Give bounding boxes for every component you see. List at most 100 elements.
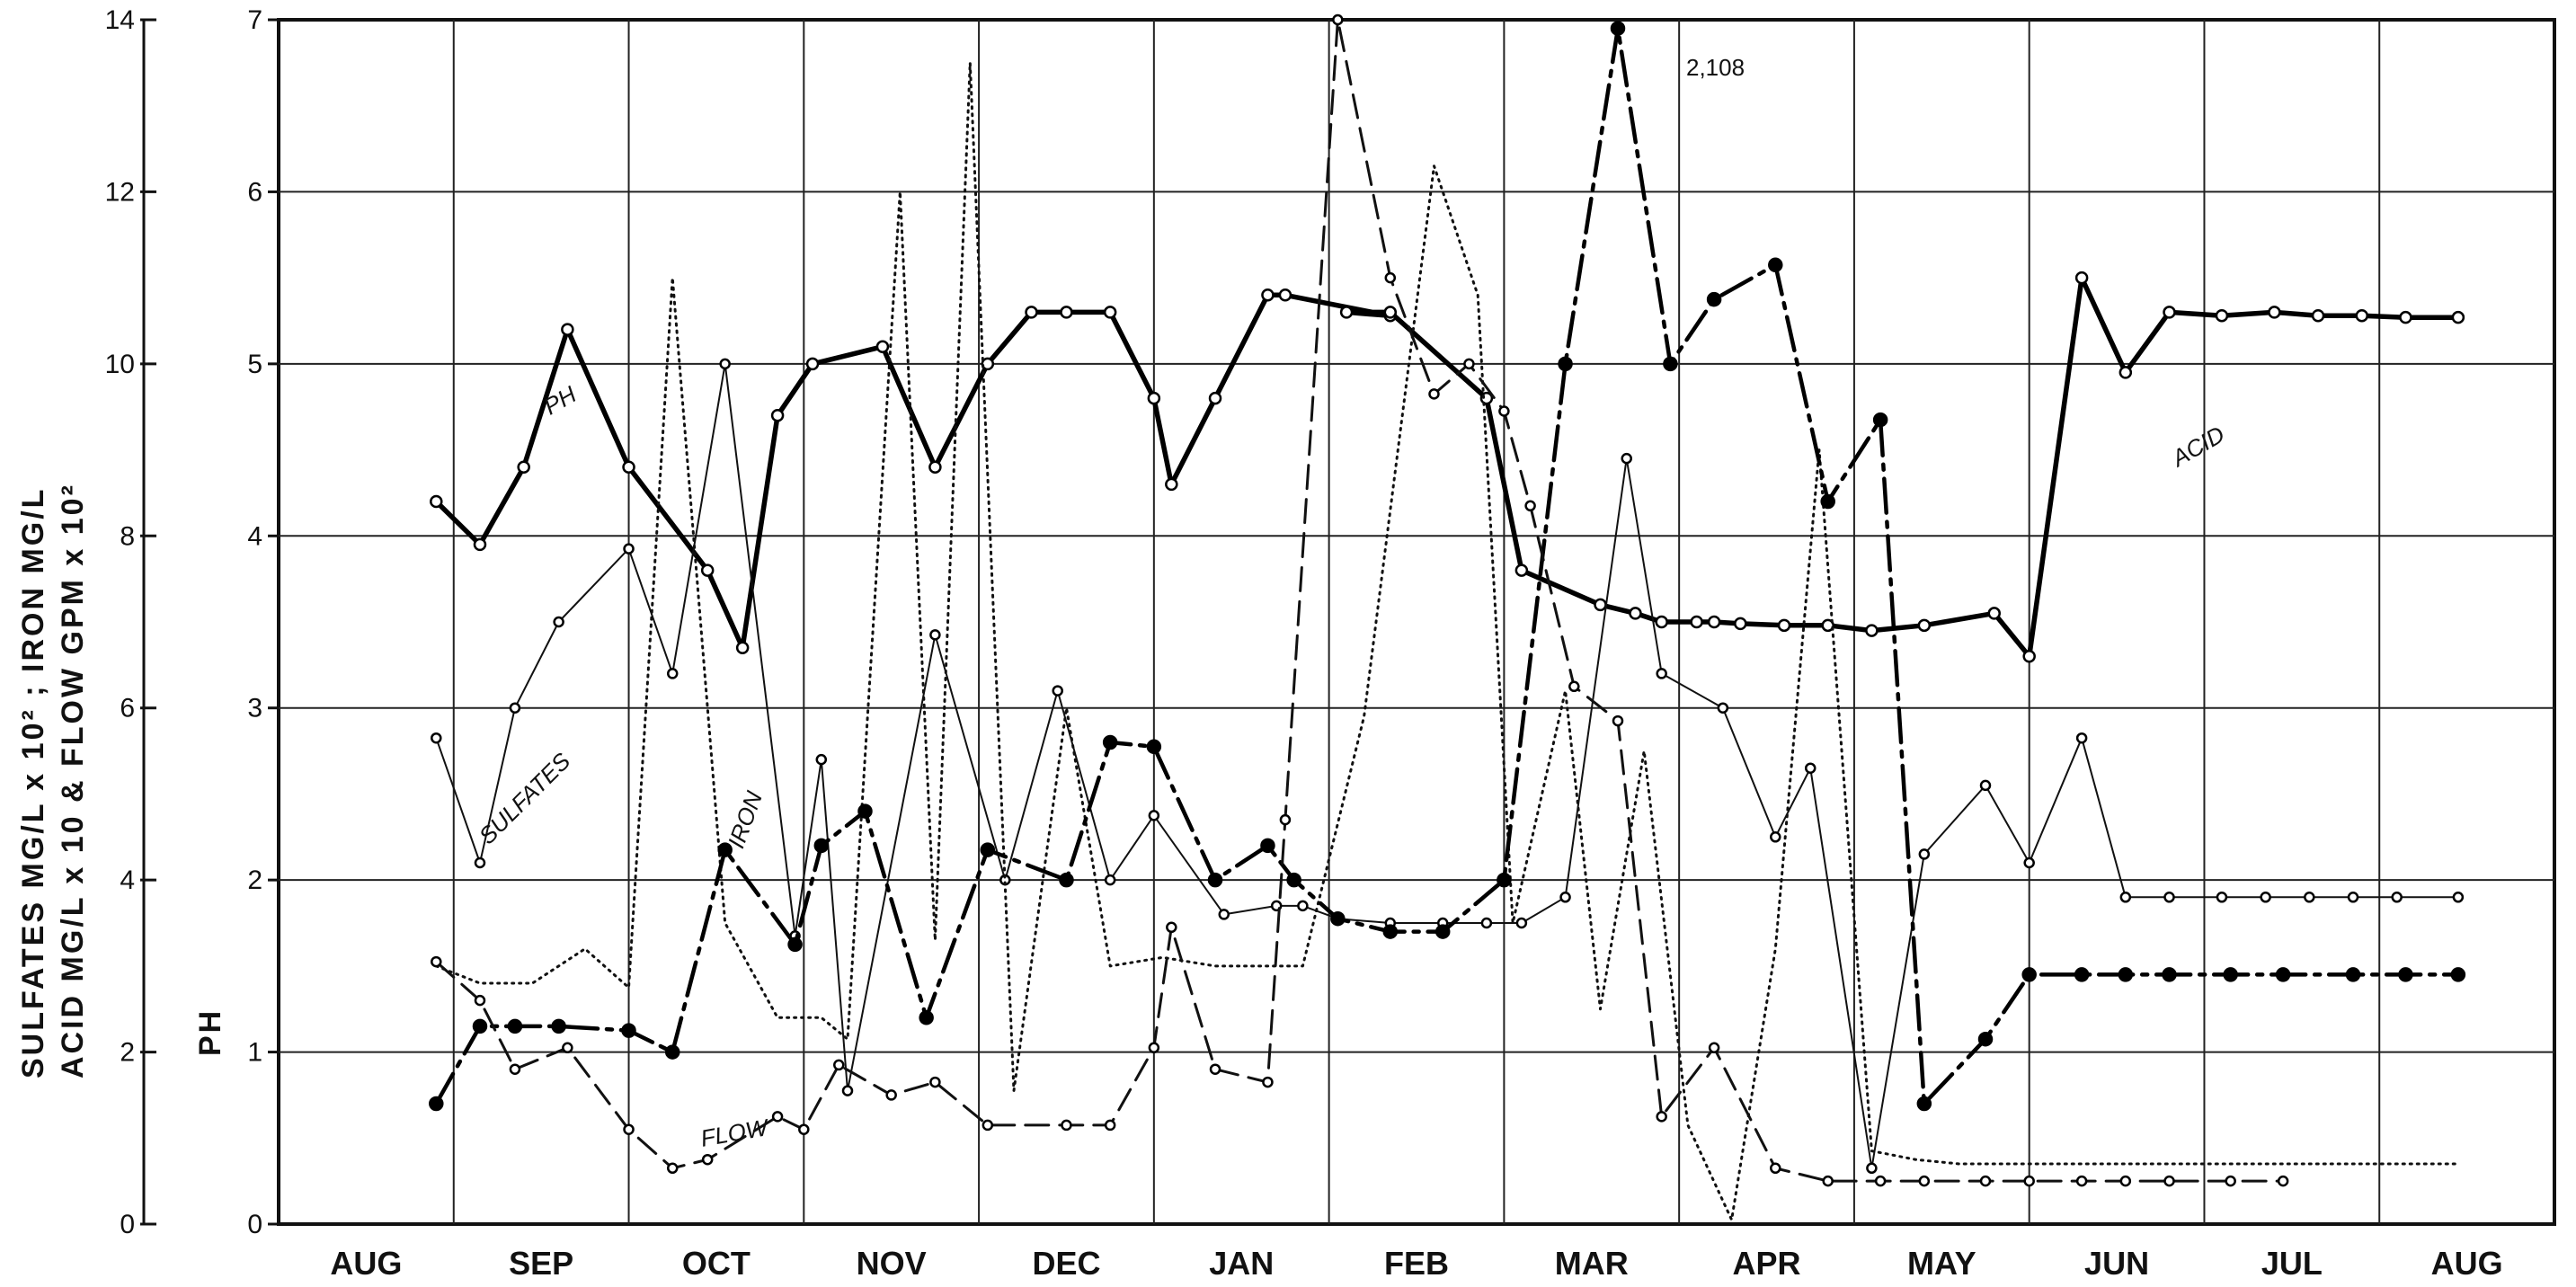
data-point-acid — [2162, 967, 2177, 982]
data-point-flow — [562, 1042, 573, 1054]
data-point-acid — [787, 936, 803, 953]
data-point-sulfates — [2260, 892, 2271, 903]
data-point-sulfates — [1918, 848, 1931, 860]
data-point-ph — [1594, 598, 1607, 612]
right-axis-tick-label: 7 — [247, 5, 262, 35]
data-point-ph — [2311, 309, 2325, 323]
data-point-acid — [2074, 967, 2090, 982]
right-axis: 0 1 2 3 4 5 6 7 — [247, 5, 279, 1239]
data-point-acid — [1820, 493, 1835, 510]
series-line-acid — [434, 26, 2461, 1106]
data-point-acid — [664, 1044, 680, 1060]
data-point-acid — [1435, 924, 1451, 939]
data-point-sulfates — [2304, 892, 2315, 903]
data-point-sulfates — [1621, 452, 1632, 465]
left-axis-tick-label: 12 — [105, 177, 135, 207]
left-axis-tick-label: 8 — [120, 521, 135, 551]
data-point-sulfates — [2391, 892, 2403, 903]
x-axis-month-label: AUG — [2431, 1245, 2503, 1282]
series-label-sulfates: SULFATES — [474, 747, 576, 849]
data-point-sulfates — [1148, 810, 1160, 821]
data-point-ph — [1690, 615, 1703, 629]
data-point-sulfates — [1866, 1162, 1878, 1175]
data-point-acid — [1330, 910, 1346, 927]
data-point-flow — [885, 1089, 897, 1101]
data-point-sulfates — [2075, 732, 2088, 744]
data-point-ph — [735, 641, 750, 654]
data-point-acid — [429, 1096, 444, 1112]
right-axis-title: PH — [193, 1008, 227, 1056]
data-point-acid — [1663, 356, 1678, 372]
data-point-flow — [1262, 1076, 1274, 1088]
data-point-ph — [2074, 271, 2089, 285]
data-point-flow — [701, 1153, 714, 1166]
data-point-sulfates — [431, 732, 442, 744]
data-point-sulfates — [1770, 831, 1781, 843]
data-point-acid — [980, 842, 996, 857]
data-point-sulfates — [2119, 892, 2132, 903]
series-label-ph: PH — [539, 380, 581, 420]
data-point-flow — [474, 994, 486, 1007]
data-point-sulfates — [2452, 892, 2465, 903]
data-point-sulfates — [1515, 917, 1528, 929]
left-axis-tick-label: 14 — [105, 5, 135, 35]
data-point-acid — [1706, 291, 1722, 307]
data-point-ph — [1147, 391, 1161, 405]
x-axis-month-label: JUN — [2084, 1245, 2149, 1282]
data-point-acid — [507, 1018, 523, 1034]
data-point-flow — [1874, 1175, 1887, 1187]
data-point-sulfates — [841, 1085, 854, 1096]
data-point-ph — [2268, 306, 2281, 319]
series-acid — [429, 21, 2466, 1112]
data-point-sulfates — [1656, 668, 1667, 679]
series-line-iron — [434, 61, 2460, 1221]
data-point-flow — [2023, 1175, 2035, 1187]
data-point-flow — [1428, 388, 1440, 400]
data-point-flow — [1104, 1119, 1116, 1132]
data-point-sulfates — [815, 753, 828, 766]
data-point-sulfates — [2216, 892, 2228, 903]
annotation-2108: 2,108 — [1686, 54, 1745, 81]
data-point-sulfates — [1804, 762, 1817, 774]
data-point-sulfates — [719, 358, 731, 370]
data-point-acid — [919, 1010, 934, 1025]
data-point-ph — [1777, 618, 1791, 633]
left-axis-tick-label: 2 — [120, 1038, 135, 1068]
data-point-ph — [561, 323, 574, 336]
data-point-ph — [430, 494, 443, 509]
data-point-ph — [1278, 288, 1292, 302]
data-point-ph — [981, 357, 995, 371]
data-point-flow — [1463, 358, 1475, 370]
data-point-flow — [1148, 1042, 1160, 1054]
data-point-flow — [1708, 1042, 1720, 1054]
data-point-sulfates — [1104, 874, 1116, 886]
data-point-ph — [1515, 564, 1529, 577]
x-axis-month-label: APR — [1733, 1245, 1801, 1282]
series-iron — [434, 61, 2460, 1221]
x-axis-month-label: MAR — [1555, 1245, 1629, 1282]
data-point-sulfates — [2347, 892, 2359, 903]
data-point-flow — [1384, 271, 1397, 284]
series-labels: PH SULFATES IRON ACID FLOW — [474, 380, 2229, 1151]
data-point-sulfates — [1717, 702, 1729, 714]
x-axis-month-label: MAY — [1907, 1245, 1976, 1282]
data-point-ph — [2355, 309, 2369, 323]
x-axis-month-label: JAN — [1209, 1245, 1274, 1282]
data-point-ph — [1629, 607, 1642, 620]
series-line-flow — [434, 18, 2285, 1183]
data-point-flow — [1656, 1111, 1667, 1123]
data-point-sulfates — [2023, 857, 2035, 869]
data-point-acid — [1146, 739, 1162, 755]
data-point-ph — [805, 357, 820, 371]
data-point-ph — [1339, 306, 1354, 319]
data-point-acid — [717, 842, 733, 857]
data-point-ph — [700, 564, 715, 577]
data-point-sulfates — [474, 857, 486, 869]
data-point-sulfates — [1559, 892, 1571, 903]
data-point-flow — [1166, 921, 1177, 934]
data-point-flow — [1568, 680, 1580, 693]
series-label-flow: FLOW — [698, 1114, 772, 1152]
right-axis-tick-label: 0 — [247, 1210, 262, 1239]
data-point-ph — [1208, 391, 1222, 405]
